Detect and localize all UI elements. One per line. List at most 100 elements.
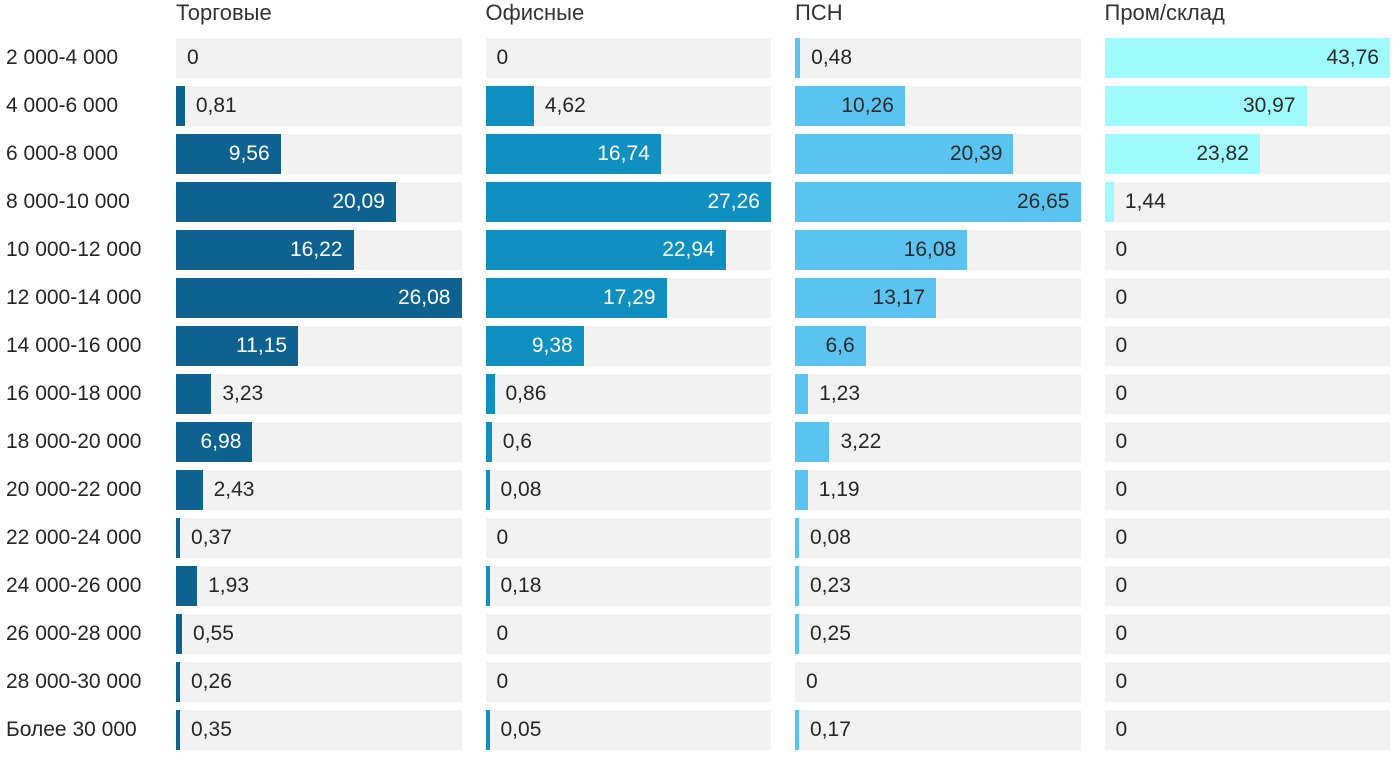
series-header-3: ПСН bbox=[795, 0, 843, 25]
value-label: 0 bbox=[496, 526, 509, 549]
bar-track: 0,86 bbox=[485, 374, 771, 414]
bar-track: 13,17 bbox=[795, 278, 1081, 318]
value-label: 0 bbox=[496, 670, 509, 693]
bar-track: 0 bbox=[1104, 422, 1390, 462]
value-label: 0 bbox=[806, 670, 818, 693]
bar-track: 0,26 bbox=[176, 662, 462, 702]
bar bbox=[795, 518, 799, 558]
bar-track: 0 bbox=[176, 38, 462, 78]
value-label: 30,97 bbox=[1242, 94, 1296, 117]
bar-track: 0 bbox=[1104, 374, 1390, 414]
bar-track: 0,25 bbox=[795, 614, 1081, 654]
category-label: 16 000-18 000 bbox=[6, 382, 142, 405]
chart-grid: Торговые Офисные ПСН Пром/склад 2 000-4 000 0… bbox=[0, 0, 1390, 750]
value-label: 0 bbox=[187, 46, 199, 69]
header-corner-spacer bbox=[0, 0, 152, 30]
bar-track: 26,65 bbox=[795, 182, 1081, 222]
bar bbox=[176, 326, 299, 366]
category-label: 22 000-24 000 bbox=[6, 526, 142, 549]
bar-track: 0,17 bbox=[795, 710, 1081, 750]
bar bbox=[795, 326, 866, 366]
bar bbox=[795, 278, 937, 318]
bar-track: 0,55 bbox=[176, 614, 462, 654]
bar-track: 0,08 bbox=[485, 470, 771, 510]
bar-track: 16,08 bbox=[795, 230, 1081, 270]
bar-track: 6,6 bbox=[795, 326, 1081, 366]
bar bbox=[176, 566, 198, 606]
bar-track: 0,35 bbox=[176, 710, 462, 750]
value-label: 16,74 bbox=[597, 142, 650, 165]
value-label: 26,65 bbox=[1016, 190, 1070, 213]
series-header-1: Торговые bbox=[176, 0, 272, 25]
bar-track: 0 bbox=[485, 662, 771, 702]
category-label: 24 000-26 000 bbox=[6, 574, 142, 597]
bar bbox=[176, 470, 203, 510]
category-label: 4 000-6 000 bbox=[6, 94, 119, 117]
bar bbox=[485, 182, 771, 222]
bar-track: 0 bbox=[1104, 710, 1390, 750]
value-label: 1,19 bbox=[818, 478, 860, 501]
bar-track: 0 bbox=[485, 518, 771, 558]
value-label: 0,26 bbox=[191, 670, 232, 693]
value-label: 0,25 bbox=[810, 622, 851, 645]
value-label: 20,09 bbox=[332, 190, 385, 213]
bar-track: 0,48 bbox=[795, 38, 1081, 78]
value-label: 4,62 bbox=[544, 94, 586, 117]
bar bbox=[176, 278, 462, 318]
value-label: 2,43 bbox=[213, 478, 255, 501]
bar-track: 6,98 bbox=[176, 422, 462, 462]
bar bbox=[795, 710, 799, 750]
bar bbox=[795, 38, 801, 78]
bar-track: 16,22 bbox=[176, 230, 462, 270]
value-label: 23,82 bbox=[1196, 142, 1249, 165]
value-label: 0 bbox=[1115, 334, 1128, 357]
value-label: 9,38 bbox=[531, 334, 573, 357]
bar-track: 0 bbox=[1104, 326, 1390, 366]
value-label: 0,6 bbox=[502, 430, 532, 453]
bar bbox=[485, 134, 661, 174]
bar bbox=[485, 470, 490, 510]
value-label: 1,44 bbox=[1124, 190, 1166, 213]
value-label: 22,94 bbox=[662, 238, 715, 261]
value-label: 1,93 bbox=[208, 574, 249, 597]
bar-track: 11,15 bbox=[176, 326, 462, 366]
bar-track: 0,37 bbox=[176, 518, 462, 558]
bar-track: 0 bbox=[1104, 470, 1390, 510]
bar bbox=[176, 134, 281, 174]
bar-track: 43,76 bbox=[1104, 38, 1390, 78]
bar-track: 9,38 bbox=[485, 326, 771, 366]
bar bbox=[485, 86, 534, 126]
bar bbox=[795, 614, 799, 654]
value-label: 0 bbox=[496, 46, 509, 69]
value-label: 16,22 bbox=[289, 238, 343, 261]
bar bbox=[485, 278, 667, 318]
category-label: 8 000-10 000 bbox=[6, 190, 130, 213]
value-label: 6,98 bbox=[200, 430, 242, 453]
bar-track: 10,26 bbox=[795, 86, 1081, 126]
bar-track: 0,6 bbox=[485, 422, 771, 462]
bar-track: 0 bbox=[1104, 518, 1390, 558]
bar bbox=[795, 134, 1014, 174]
bar-track: 0 bbox=[1104, 566, 1390, 606]
value-label: 27,26 bbox=[707, 190, 760, 213]
bar-track: 16,74 bbox=[485, 134, 771, 174]
value-label: 0 bbox=[1115, 670, 1128, 693]
bar bbox=[485, 422, 492, 462]
value-label: 0,18 bbox=[500, 574, 542, 597]
bar-track: 0 bbox=[795, 662, 1081, 702]
category-label: 10 000-12 000 bbox=[6, 238, 142, 261]
bar-track: 3,23 bbox=[176, 374, 462, 414]
value-label: 0,37 bbox=[191, 526, 232, 549]
value-label: 26,08 bbox=[397, 286, 451, 309]
bar-track: 1,23 bbox=[795, 374, 1081, 414]
bar-track: 4,62 bbox=[485, 86, 771, 126]
bar-track: 0,81 bbox=[176, 86, 462, 126]
bar bbox=[485, 710, 490, 750]
value-label: 0 bbox=[1115, 478, 1128, 501]
value-label: 0 bbox=[1115, 286, 1128, 309]
bar bbox=[176, 182, 396, 222]
bar bbox=[1104, 38, 1390, 78]
category-label: 2 000-4 000 bbox=[6, 46, 119, 69]
bar-track: 0,23 bbox=[795, 566, 1081, 606]
